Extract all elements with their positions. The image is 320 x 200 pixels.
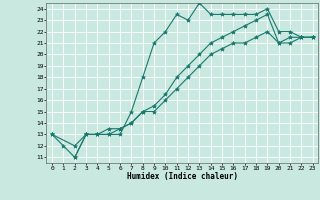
X-axis label: Humidex (Indice chaleur): Humidex (Indice chaleur) (127, 172, 238, 181)
